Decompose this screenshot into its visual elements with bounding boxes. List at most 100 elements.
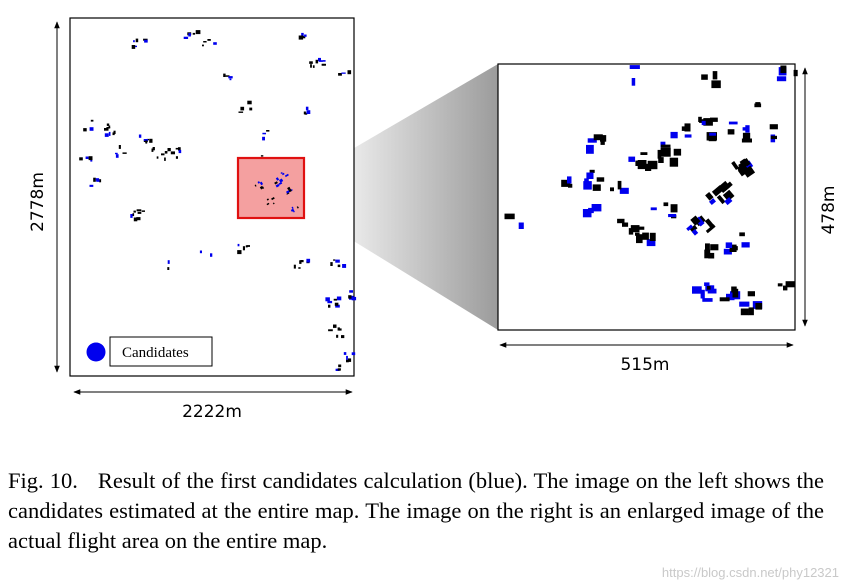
candidate-mark: [318, 57, 321, 62]
candidate-mark: [115, 152, 118, 155]
building-mark: [266, 130, 270, 132]
building-mark: [152, 147, 155, 151]
building-mark: [712, 71, 718, 80]
building-mark: [770, 135, 777, 140]
building-mark: [610, 187, 614, 192]
building-mark: [170, 151, 175, 155]
candidate-mark: [567, 176, 572, 184]
candidate-mark: [280, 171, 283, 174]
building-mark: [156, 156, 159, 159]
building-mark: [741, 138, 752, 143]
candidate-mark: [96, 179, 100, 182]
candidate-mark: [776, 76, 787, 82]
building-mark: [333, 298, 337, 301]
building-mark: [339, 328, 342, 331]
building-mark: [259, 185, 264, 190]
building-mark: [701, 74, 708, 80]
building-mark: [649, 232, 656, 241]
building-mark: [113, 130, 116, 134]
building-mark: [657, 149, 662, 159]
building-mark: [143, 38, 148, 41]
candidate-mark: [229, 78, 232, 81]
building-mark: [242, 246, 245, 251]
building-mark: [346, 359, 349, 363]
candidate-mark: [133, 40, 135, 43]
candidate-mark: [301, 32, 304, 37]
candidate-mark: [275, 177, 280, 181]
building-mark: [647, 160, 658, 170]
candidate-mark: [188, 33, 191, 37]
building-mark: [593, 134, 603, 141]
building-mark: [711, 80, 721, 89]
building-mark: [164, 151, 168, 154]
building-mark: [118, 145, 121, 149]
candidate-mark: [335, 259, 340, 263]
candidate-mark: [709, 198, 716, 205]
building-mark: [732, 288, 739, 298]
candidate-mark: [670, 131, 678, 139]
candidate-mark: [306, 110, 311, 114]
right-width-label: 515m: [620, 355, 669, 375]
watermark: https://blog.csdn.net/phy12321: [661, 565, 839, 580]
building-mark: [561, 179, 571, 187]
right-map-frame: [497, 63, 796, 331]
building-mark: [131, 45, 136, 49]
building-mark: [690, 215, 701, 226]
building-mark: [298, 35, 304, 40]
candidate-mark: [342, 264, 347, 268]
candidate-mark: [739, 301, 750, 307]
highlight-buildings: [254, 171, 299, 213]
candidate-mark: [684, 134, 692, 138]
building-mark: [312, 65, 315, 68]
building-mark: [164, 157, 166, 161]
candidate-mark: [660, 141, 666, 148]
candidate-mark: [213, 42, 217, 45]
left-width-label: 2222m: [182, 402, 242, 422]
building-mark: [705, 224, 716, 234]
building-mark: [203, 41, 207, 43]
building-mark: [288, 188, 292, 193]
candidate-mark: [725, 242, 733, 248]
building-mark: [748, 307, 754, 316]
building-mark: [167, 148, 171, 152]
candidate-mark: [257, 181, 261, 184]
building-mark: [310, 64, 312, 68]
candidate-mark: [144, 39, 148, 43]
building-mark: [636, 234, 643, 244]
building-mark: [660, 147, 671, 157]
candidate-mark: [319, 60, 323, 62]
candidate-mark: [304, 34, 307, 37]
building-mark: [195, 30, 201, 35]
building-mark: [151, 148, 154, 152]
candidate-mark: [628, 156, 636, 162]
building-mark: [707, 286, 711, 290]
building-mark: [334, 302, 339, 306]
candidate-mark: [518, 222, 524, 229]
building-mark: [704, 249, 711, 259]
building-mark: [175, 147, 181, 150]
building-mark: [266, 202, 270, 206]
building-mark: [592, 184, 601, 191]
building-mark: [99, 179, 102, 183]
building-mark: [149, 138, 153, 143]
building-mark: [337, 264, 341, 268]
building-mark: [145, 140, 148, 143]
building-mark: [747, 291, 755, 297]
candidate-mark: [290, 208, 295, 212]
building-mark: [742, 165, 756, 178]
building-mark: [260, 155, 264, 157]
candidate-mark: [262, 136, 265, 141]
candidate-mark: [291, 206, 294, 209]
building-mark: [266, 198, 269, 201]
building-mark: [167, 267, 170, 270]
building-mark: [337, 327, 340, 331]
building-mark: [689, 224, 698, 233]
building-mark: [663, 202, 669, 207]
candidate-mark: [686, 224, 694, 232]
candidate-mark: [650, 207, 657, 211]
building-mark: [202, 44, 204, 47]
candidate-mark: [275, 183, 280, 188]
figure-caption: Fig. 10. Result of the first candidates c…: [8, 466, 824, 556]
building-mark: [93, 177, 96, 182]
building-mark: [286, 192, 290, 195]
